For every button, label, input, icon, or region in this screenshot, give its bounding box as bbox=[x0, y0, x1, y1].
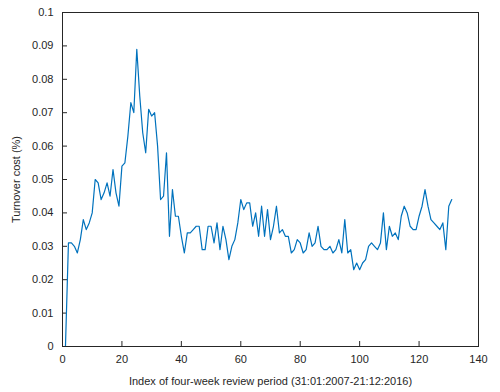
svg-text:0.07: 0.07 bbox=[32, 106, 53, 118]
svg-text:0.09: 0.09 bbox=[32, 39, 53, 51]
svg-text:Index of four-week review peri: Index of four-week review period (31:01:… bbox=[129, 375, 412, 387]
svg-text:60: 60 bbox=[235, 353, 247, 365]
svg-text:0.08: 0.08 bbox=[32, 73, 53, 85]
svg-text:0: 0 bbox=[47, 340, 53, 352]
svg-text:Turnover cost (%): Turnover cost (%) bbox=[10, 136, 22, 223]
svg-text:0.06: 0.06 bbox=[32, 140, 53, 152]
svg-text:80: 80 bbox=[294, 353, 306, 365]
svg-text:140: 140 bbox=[469, 353, 487, 365]
svg-text:0.05: 0.05 bbox=[32, 173, 53, 185]
svg-text:0: 0 bbox=[59, 353, 65, 365]
svg-text:0.01: 0.01 bbox=[32, 307, 53, 319]
svg-text:0.1: 0.1 bbox=[38, 6, 53, 18]
svg-text:0.02: 0.02 bbox=[32, 273, 53, 285]
svg-text:100: 100 bbox=[350, 353, 368, 365]
svg-text:40: 40 bbox=[175, 353, 187, 365]
svg-text:20: 20 bbox=[116, 353, 128, 365]
svg-text:0.04: 0.04 bbox=[32, 206, 53, 218]
svg-text:120: 120 bbox=[410, 353, 428, 365]
svg-text:0.03: 0.03 bbox=[32, 240, 53, 252]
